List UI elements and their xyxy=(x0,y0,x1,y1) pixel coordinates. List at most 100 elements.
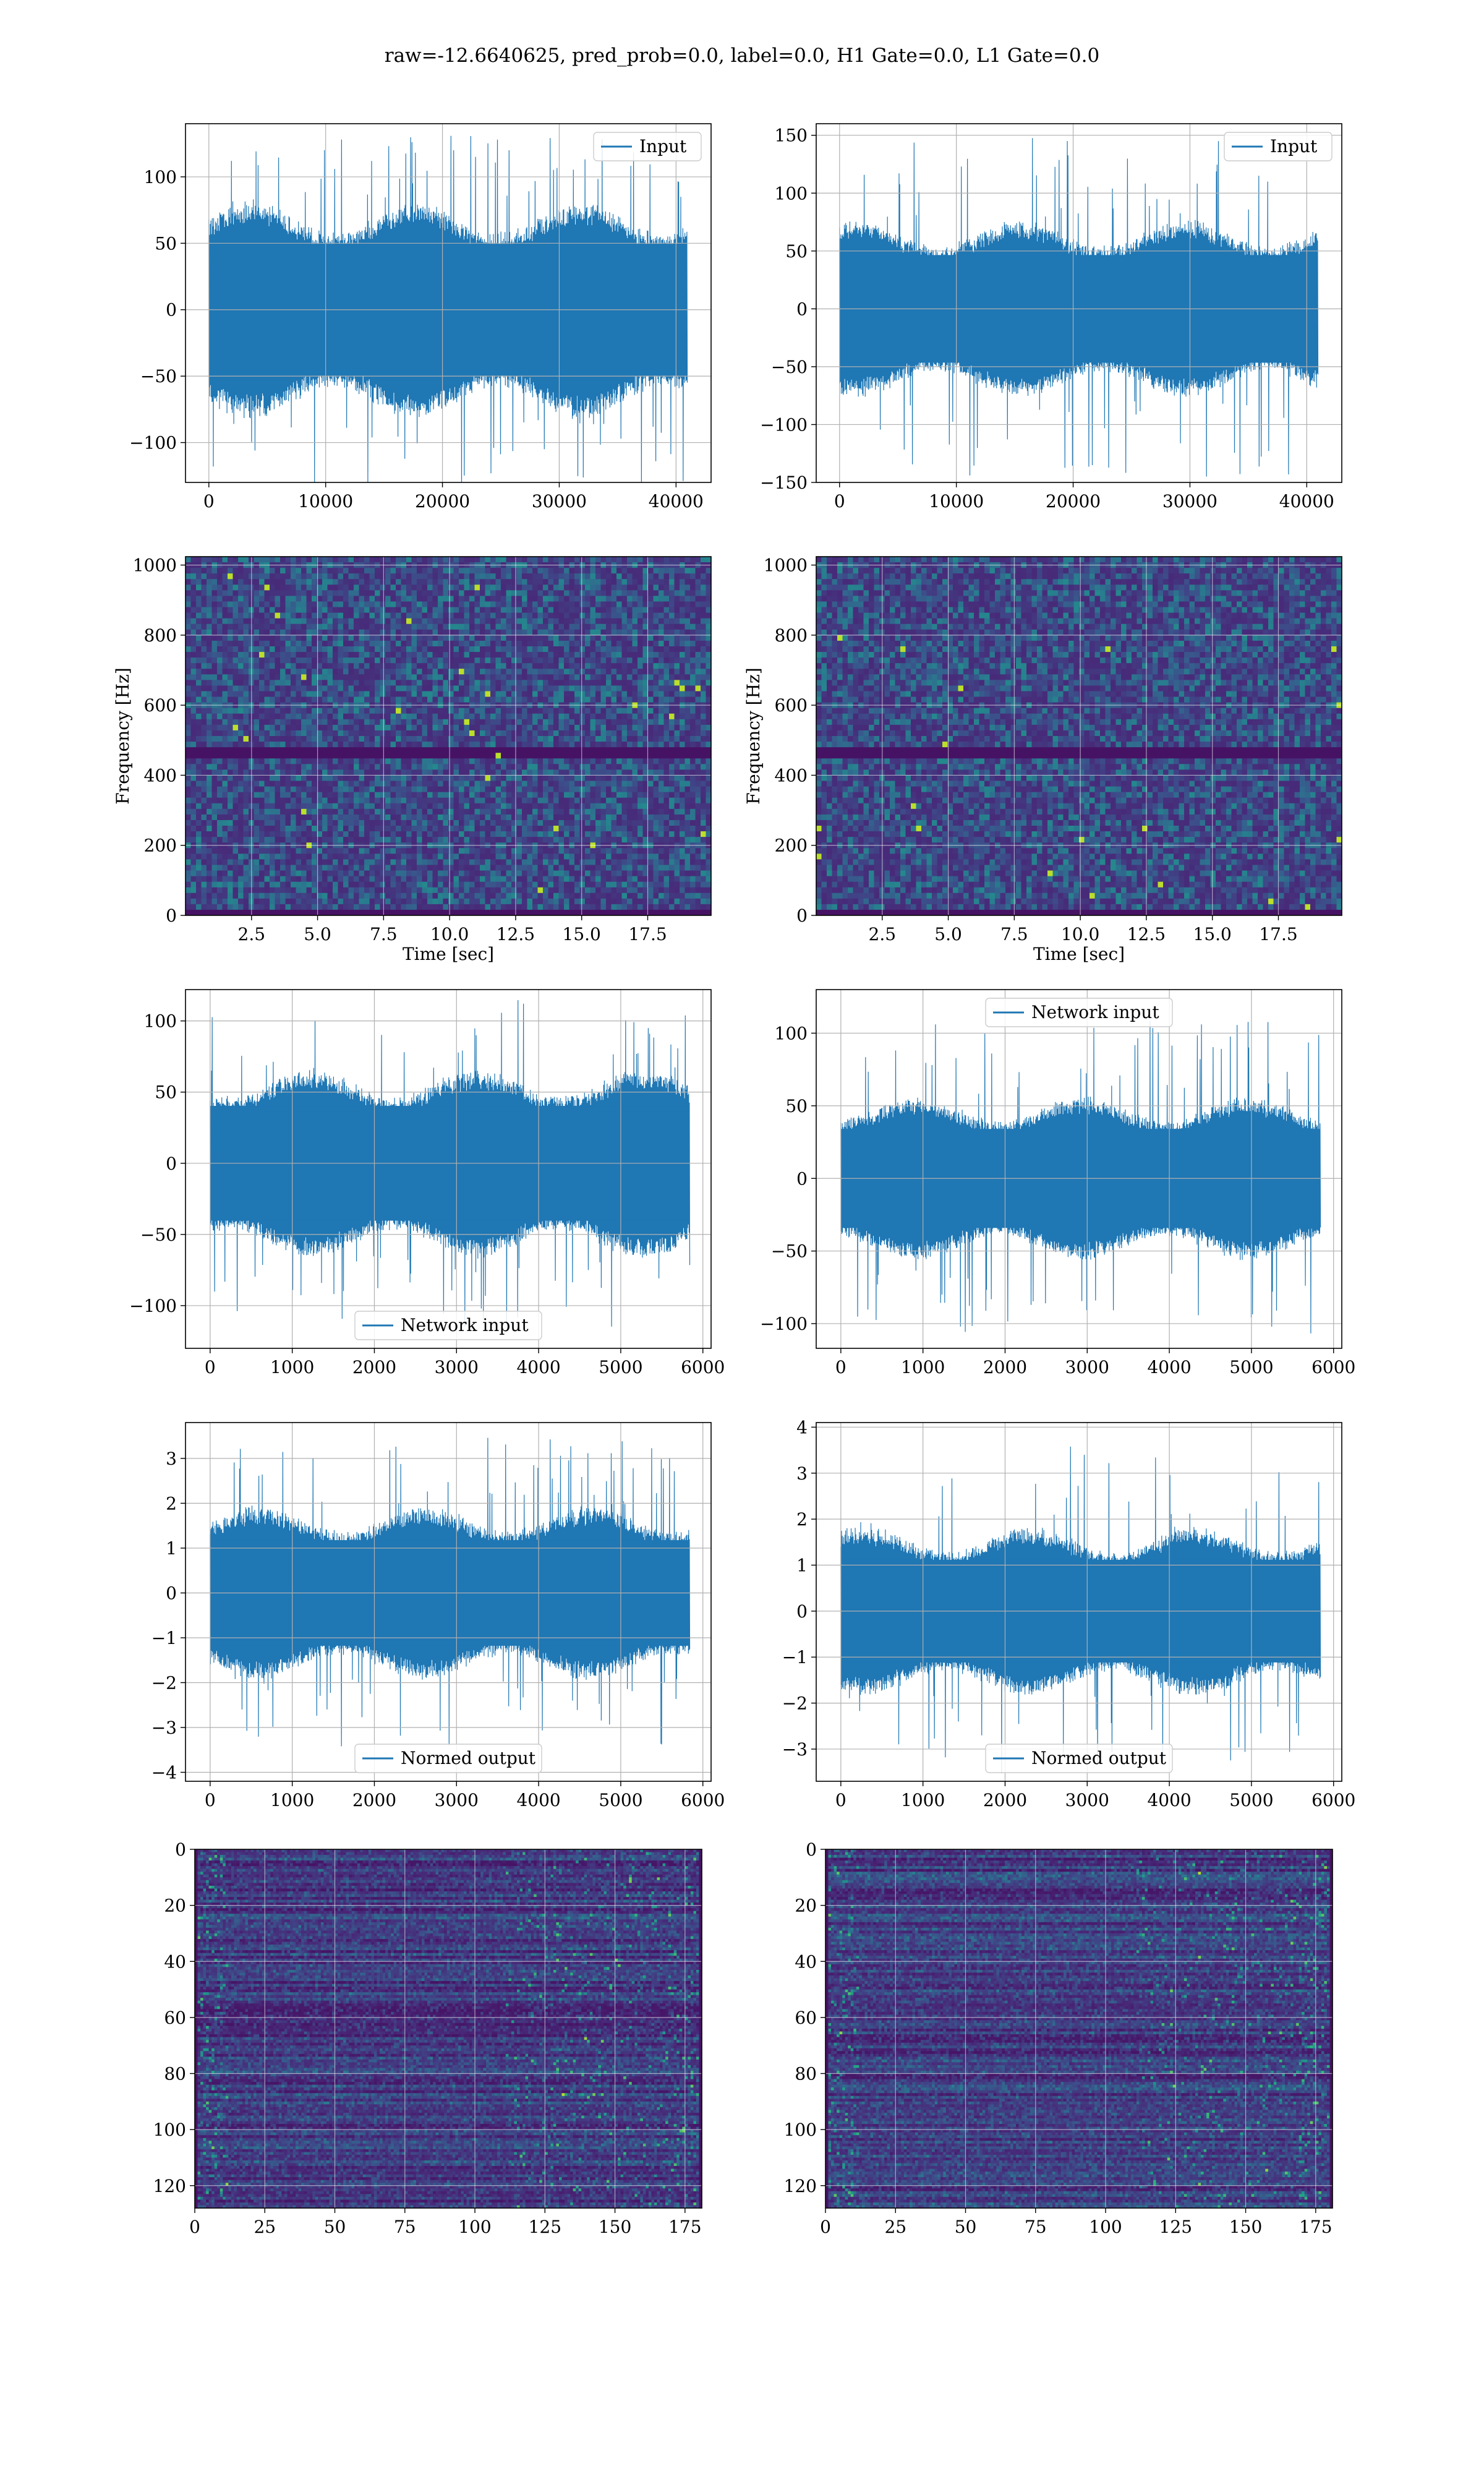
y-tick-label: 60 xyxy=(795,2008,817,2028)
legend-label: Network input xyxy=(1031,1002,1159,1022)
legend: Network input xyxy=(985,998,1173,1027)
grid xyxy=(816,1423,1342,1781)
x-tick-label: 75 xyxy=(1025,2217,1047,2237)
y-tick-label: −1 xyxy=(151,1628,177,1648)
x-tick-label: 25 xyxy=(884,2217,906,2237)
legend: Input xyxy=(593,132,702,161)
axes-frame xyxy=(185,989,712,1349)
x-tick-label: 0 xyxy=(835,1790,846,1810)
axes-frame xyxy=(816,1422,1342,1782)
y-tick-label: 600 xyxy=(775,695,808,716)
y-tick-label: 3 xyxy=(166,1449,177,1469)
y-tick-label: 800 xyxy=(775,625,808,646)
x-tick-label: 2000 xyxy=(983,1790,1027,1810)
x-tick-label: 1000 xyxy=(270,1790,314,1810)
y-tick-label: 0 xyxy=(166,1154,177,1174)
x-tick-label: 175 xyxy=(668,2217,701,2237)
subplot-5: 0 1000 2000 3000 4000 5000 6000 −100 −50 0 50 100 Ne… xyxy=(129,989,725,1377)
heatmap-cells xyxy=(195,1849,702,2208)
axes-frame xyxy=(816,989,1342,1349)
y-tick-label: −4 xyxy=(151,1763,177,1783)
plot-area xyxy=(186,557,711,915)
x-tick-label: 5.0 xyxy=(934,924,962,944)
x-tick-label: 17.5 xyxy=(1259,924,1297,944)
x-tick-label: 2.5 xyxy=(238,924,266,944)
legend-box xyxy=(1224,132,1333,161)
y-tick-label: −100 xyxy=(760,414,808,435)
y-tick-label: 600 xyxy=(144,695,177,716)
y-tick-label: 150 xyxy=(775,126,808,146)
y-tick-label: 200 xyxy=(144,836,177,856)
y-axis-label: Frequency [Hz] xyxy=(743,667,764,804)
plot-area xyxy=(816,124,1342,482)
y-tick-label: 80 xyxy=(164,2064,186,2084)
x-tick-label: 0 xyxy=(835,1357,846,1377)
subplot-4: 2.5 5.0 7.5 10.0 12.5 15.0 17.5 0 200 400 600 800 10… xyxy=(743,555,1342,964)
y-tick-label: 50 xyxy=(785,241,808,262)
x-tick-label: 125 xyxy=(1159,2217,1192,2237)
x-tick-label: 150 xyxy=(1229,2217,1262,2237)
heatmap-cells xyxy=(825,1849,1333,2208)
plot-area xyxy=(195,1849,702,2208)
y-tick-label: 50 xyxy=(155,233,177,254)
subplot-6: 0 1000 2000 3000 4000 5000 6000 −100 −50 0 50 100 Ne… xyxy=(760,989,1355,1377)
y-tick-label: 100 xyxy=(144,1011,177,1032)
x-axis-label: Time [sec] xyxy=(403,944,494,964)
x-tick-label: 4000 xyxy=(516,1357,560,1377)
y-axis-label: Frequency [Hz] xyxy=(113,667,133,804)
y-tick-label: 0 xyxy=(166,1583,177,1604)
grid xyxy=(186,990,711,1348)
x-tick-label: 25 xyxy=(254,2217,276,2237)
x-tick-label: 0 xyxy=(205,1357,216,1377)
x-tick-label: 3000 xyxy=(1065,1357,1109,1377)
x-tick-label: 20000 xyxy=(1046,491,1101,511)
y-tick-label: −100 xyxy=(129,1296,177,1316)
x-tick-label: 6000 xyxy=(681,1357,725,1377)
axes-frame xyxy=(185,123,712,483)
legend-box xyxy=(354,1311,542,1340)
legend-label: Network input xyxy=(401,1315,529,1335)
x-tick-label: 10.0 xyxy=(1061,924,1099,944)
x-tick-label: 10.0 xyxy=(430,924,469,944)
y-tick-label: 0 xyxy=(806,1839,817,1860)
x-tick-label: 10000 xyxy=(929,491,984,511)
y-tick-label: −150 xyxy=(760,473,808,493)
x-tick-label: 40000 xyxy=(1279,491,1334,511)
x-tick-label: 5000 xyxy=(599,1357,642,1377)
x-tick-label: 12.5 xyxy=(1127,924,1166,944)
subplot-9: 0 25 50 75 100 125 150 175 0 20 40 60 80 100 120 xyxy=(153,1839,702,2237)
y-tick-label: 40 xyxy=(164,1951,186,1972)
x-tick-label: 6000 xyxy=(1311,1790,1355,1810)
x-tick-label: 5.0 xyxy=(304,924,331,944)
grid xyxy=(825,1849,1333,2208)
y-tick-label: −50 xyxy=(771,357,808,377)
y-tick-label: 1000 xyxy=(133,555,177,576)
x-tick-label: 0 xyxy=(205,1790,216,1810)
legend: Network input xyxy=(354,1311,542,1340)
axes-frame xyxy=(825,1849,1333,2209)
grid xyxy=(186,557,711,915)
x-tick-label: 2.5 xyxy=(869,924,897,944)
x-tick-label: 2000 xyxy=(352,1357,396,1377)
x-tick-label: 50 xyxy=(955,2217,977,2237)
y-tick-label: 0 xyxy=(796,1168,808,1189)
legend-box xyxy=(593,132,702,161)
grid xyxy=(816,124,1342,482)
axes-frame xyxy=(185,1422,712,1782)
x-tick-label: 100 xyxy=(458,2217,491,2237)
x-tick-label: 3000 xyxy=(1065,1790,1109,1810)
x-tick-label: 10000 xyxy=(298,491,353,511)
y-tick-label: 20 xyxy=(164,1896,186,1916)
legend: Normed output xyxy=(354,1744,542,1773)
plot-area xyxy=(825,1849,1333,2208)
subplot-7: 0 1000 2000 3000 4000 5000 6000 −4 −3 −2 −1 0 1 2 3 Nor… xyxy=(151,1422,725,1810)
x-tick-label: 15.0 xyxy=(1193,924,1232,944)
x-tick-label: 12.5 xyxy=(497,924,535,944)
y-tick-label: 0 xyxy=(175,1839,186,1860)
y-tick-label: −50 xyxy=(140,1225,177,1245)
x-tick-label: 125 xyxy=(529,2217,561,2237)
x-tick-label: 3000 xyxy=(435,1790,479,1810)
y-tick-label: 1 xyxy=(796,1556,808,1576)
legend-label: Normed output xyxy=(1031,1748,1167,1768)
